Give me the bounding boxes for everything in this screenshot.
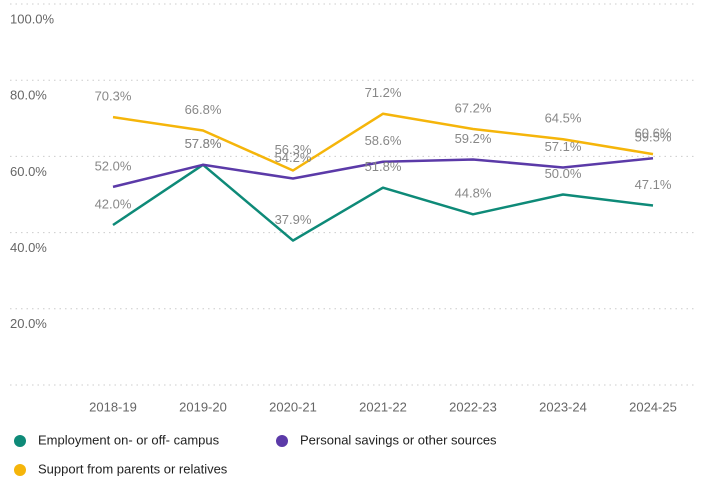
- x-tick-label: 2018-19: [89, 399, 137, 414]
- data-label: 71.2%: [365, 85, 402, 100]
- data-label: 44.8%: [455, 186, 492, 201]
- legend-label: Support from parents or relatives: [38, 461, 228, 476]
- x-tick-label: 2020-21: [269, 399, 317, 414]
- legend-swatch: [14, 464, 26, 476]
- data-label: 57.8%: [185, 136, 222, 151]
- data-label: 54.2%: [275, 150, 312, 165]
- data-label: 57.8%: [185, 136, 222, 151]
- x-tick-label: 2022-23: [449, 399, 497, 414]
- data-label: 64.5%: [545, 111, 582, 126]
- y-tick-label: 40.0%: [10, 240, 47, 255]
- data-label: 59.2%: [455, 131, 492, 146]
- series-line: [112, 157, 654, 189]
- y-tick-label: 80.0%: [10, 88, 47, 103]
- data-label: 58.6%: [365, 133, 402, 148]
- data-label: 70.3%: [95, 89, 132, 104]
- data-label: 37.9%: [275, 212, 312, 227]
- y-tick-label: 20.0%: [10, 316, 47, 331]
- x-tick-label: 2019-20: [179, 399, 227, 414]
- x-tick-label: 2024-25: [629, 399, 677, 414]
- data-label: 56.3%: [275, 142, 312, 157]
- data-label: 47.1%: [635, 177, 672, 192]
- data-label: 60.6%: [635, 126, 672, 141]
- data-label: 67.2%: [455, 100, 492, 115]
- data-label: 51.8%: [365, 159, 402, 174]
- legend-label: Personal savings or other sources: [300, 432, 497, 447]
- legend-label: Employment on- or off- campus: [38, 432, 220, 447]
- data-label: 57.1%: [545, 139, 582, 154]
- y-tick-label: 100.0%: [10, 11, 55, 26]
- data-label: 42.0%: [95, 196, 132, 211]
- y-tick-label: 60.0%: [10, 164, 47, 179]
- x-tick-label: 2023-24: [539, 399, 587, 414]
- data-label: 59.5%: [635, 130, 672, 145]
- data-label: 50.0%: [545, 166, 582, 181]
- series-line: [112, 112, 654, 172]
- legend-swatch: [276, 435, 288, 447]
- data-label: 66.8%: [185, 102, 222, 117]
- legend-swatch: [14, 435, 26, 447]
- x-tick-label: 2021-22: [359, 399, 407, 414]
- data-label: 52.0%: [95, 158, 132, 173]
